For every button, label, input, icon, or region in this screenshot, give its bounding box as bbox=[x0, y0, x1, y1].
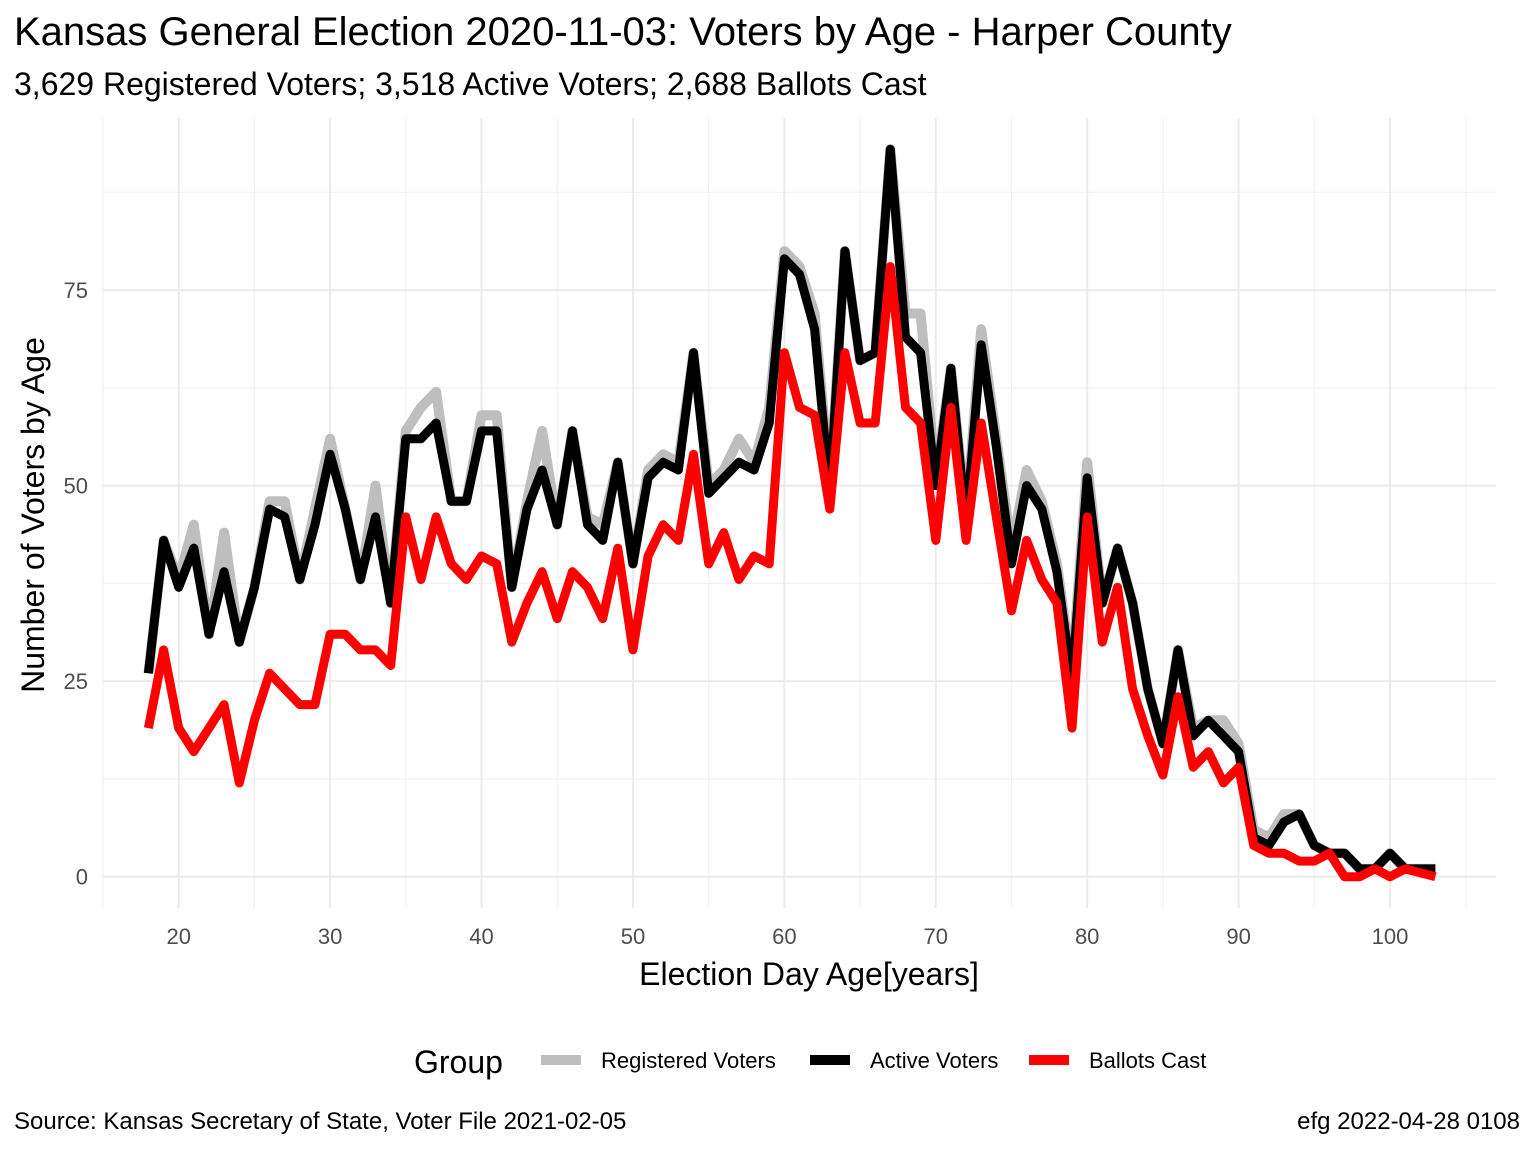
legend-label: Ballots Cast bbox=[1089, 1048, 1206, 1073]
y-tick-label: 0 bbox=[76, 865, 88, 890]
author-caption: efg 2022-04-28 0108 bbox=[1297, 1108, 1520, 1135]
x-tick-label: 80 bbox=[1075, 924, 1099, 949]
x-tick-label: 20 bbox=[166, 924, 190, 949]
x-tick-label: 50 bbox=[621, 924, 645, 949]
x-tick-label: 90 bbox=[1226, 924, 1250, 949]
y-tick-label: 50 bbox=[64, 474, 88, 499]
legend-label: Active Voters bbox=[870, 1048, 998, 1073]
chart-subtitle: 3,629 Registered Voters; 3,518 Active Vo… bbox=[14, 66, 927, 102]
series-line-ballots-cast bbox=[143, 262, 1437, 882]
x-tick-label: 30 bbox=[318, 924, 342, 949]
x-axis-title: Election Day Age[years] bbox=[639, 956, 979, 992]
x-tick-label: 60 bbox=[772, 924, 796, 949]
series-layer bbox=[143, 144, 1437, 882]
chart-title: Kansas General Election 2020-11-03: Vote… bbox=[14, 10, 1232, 54]
series-line-active-voters bbox=[143, 144, 1436, 874]
y-tick-label: 75 bbox=[64, 278, 88, 303]
y-tick-label: 25 bbox=[64, 669, 88, 694]
legend-label: Registered Voters bbox=[601, 1048, 776, 1073]
x-tick-label: 40 bbox=[469, 924, 493, 949]
legend: Group Registered Voters Active Voters Ball… bbox=[414, 1044, 1206, 1080]
source-caption: Source: Kansas Secretary of State, Voter… bbox=[14, 1108, 627, 1135]
x-tick-label: 70 bbox=[924, 924, 948, 949]
legend-title: Group bbox=[414, 1044, 503, 1080]
y-axis-title: Number of Voters by Age bbox=[15, 337, 51, 693]
tick-layer: 20 30 40 50 60 70 80 90 100 0 25 50 75 bbox=[64, 278, 1409, 949]
x-tick-label: 100 bbox=[1372, 924, 1409, 949]
